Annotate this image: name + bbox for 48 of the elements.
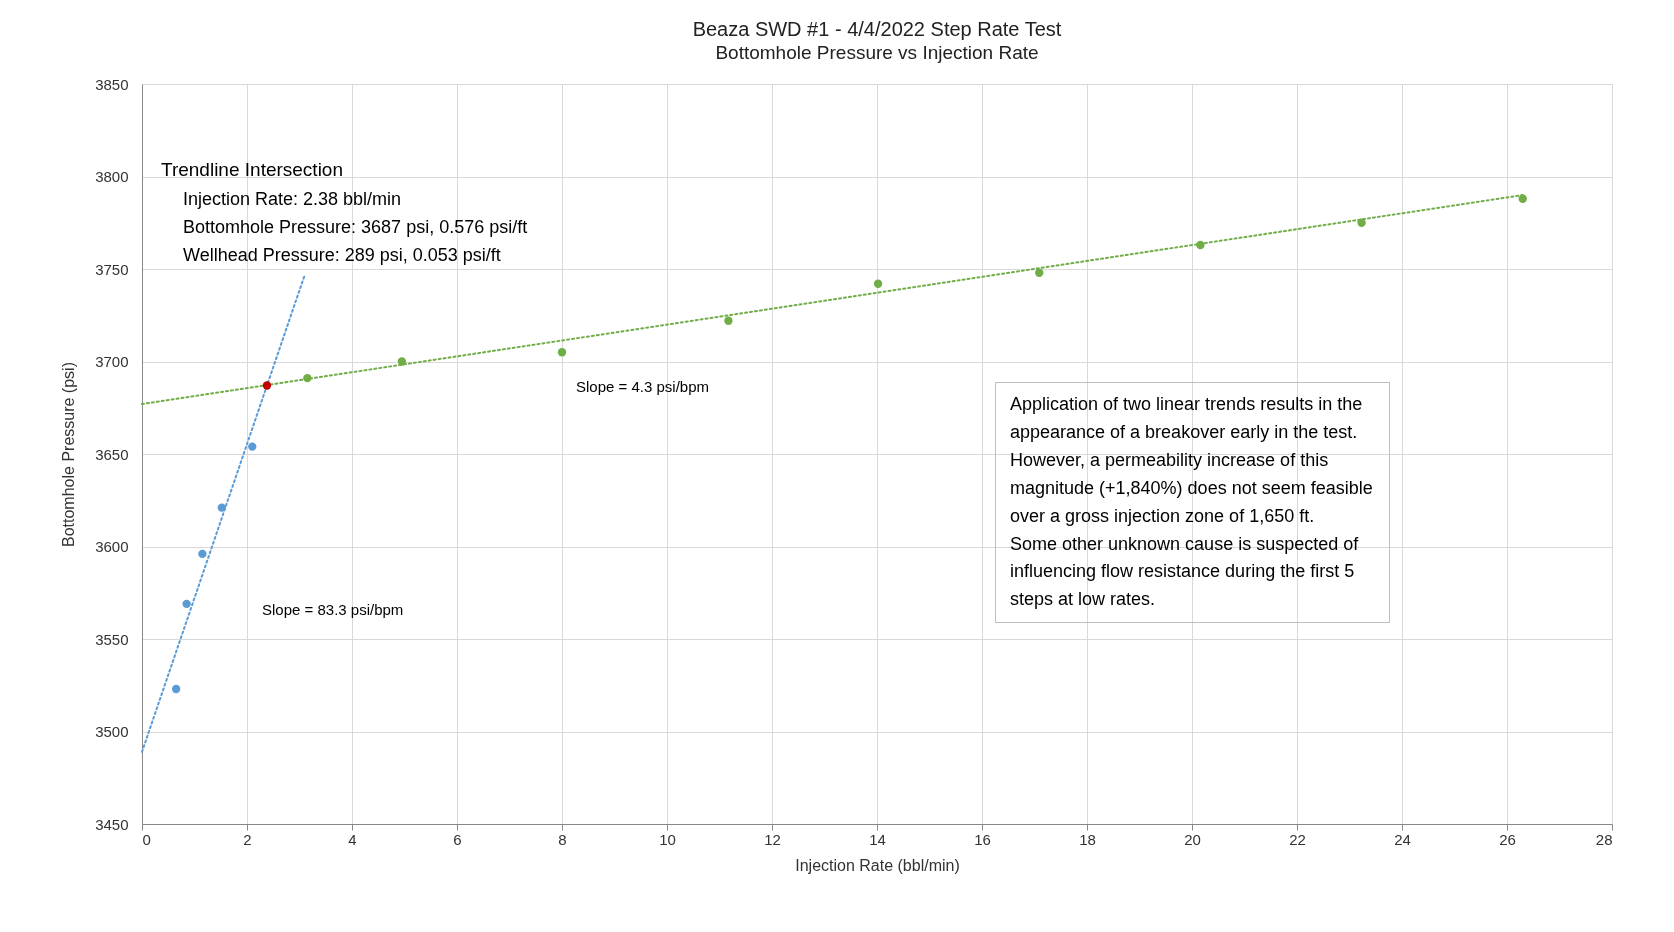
- chart-title: Beaza SWD #1 - 4/4/2022 Step Rate Test: [692, 18, 1062, 40]
- point: [1196, 240, 1205, 250]
- annotation: Slope = 83.3 psi/bpm: [262, 601, 404, 618]
- x-tick-label: 4: [348, 830, 357, 848]
- chart-subtitle: Bottomhole Pressure vs Injection Rate: [715, 42, 1039, 63]
- point: [724, 316, 733, 325]
- y-tick-label: 3800: [95, 168, 129, 185]
- annotation: Slope = 4.3 psi/bpm: [576, 378, 710, 395]
- x-tick-label: 2: [243, 830, 252, 848]
- x-tick-label: 0: [142, 830, 151, 848]
- y-axis-title: Bottomhole Pressure (psi): [60, 362, 78, 547]
- x-tick-label: 22: [1289, 830, 1306, 848]
- x-tick-label: 10: [659, 830, 676, 848]
- point: [198, 549, 207, 559]
- x-tick-label: 16: [974, 830, 991, 848]
- point: [248, 442, 257, 451]
- annotation: Injection Rate: 2.38 bbl/min Bottomhole Pressure: 3687 psi, 0.576 psi/ft Wellhead Pressure: 289 psi, 0.053 psi/ft: [183, 189, 528, 265]
- y-tick-label: 3650: [95, 445, 129, 463]
- y-tick-label: 3550: [95, 630, 129, 648]
- x-tick-label: 14: [869, 830, 886, 848]
- point: [217, 503, 226, 512]
- point: [171, 684, 181, 694]
- point: [1035, 268, 1044, 277]
- x-tick-label: 20: [1184, 830, 1201, 848]
- x-tick-label: 26: [1499, 830, 1516, 848]
- point: [1357, 218, 1366, 227]
- y-tick-label: 3700: [95, 353, 129, 370]
- x-tick-label: 8: [558, 830, 567, 848]
- x-tick-label: 28: [1595, 830, 1613, 848]
- point: [303, 373, 312, 383]
- point: [1518, 194, 1527, 203]
- annotation: Trendline Intersection: [161, 159, 344, 180]
- point: [182, 599, 191, 609]
- x-tick-label: 18: [1079, 830, 1096, 848]
- x-axis-title: Injection Rate (bbl/min): [795, 856, 960, 874]
- annotation: Application of two linear trends results in the appearance of a breakover early in the test. However, a permeability increase of this magnitude (+1,840%) does not seem feasible over a gross injection zone of 1,650 ft. Some other unknown cause is suspected of influencing flow resistance during the first 5 steps at low rates.: [1010, 394, 1373, 610]
- point: [873, 279, 883, 288]
- y-tick-label: 3450: [95, 815, 129, 833]
- y-tick-label: 3600: [95, 538, 129, 555]
- point: [557, 348, 567, 357]
- x-tick-label: 6: [453, 830, 462, 848]
- y-tick-label: 3850: [95, 75, 129, 93]
- point: [397, 357, 407, 366]
- y-tick-label: 3750: [95, 260, 129, 278]
- x-tick-label: 24: [1394, 830, 1411, 848]
- x-tick-label: 12: [764, 830, 781, 848]
- point: [262, 381, 272, 390]
- y-tick-label: 3500: [95, 723, 129, 740]
